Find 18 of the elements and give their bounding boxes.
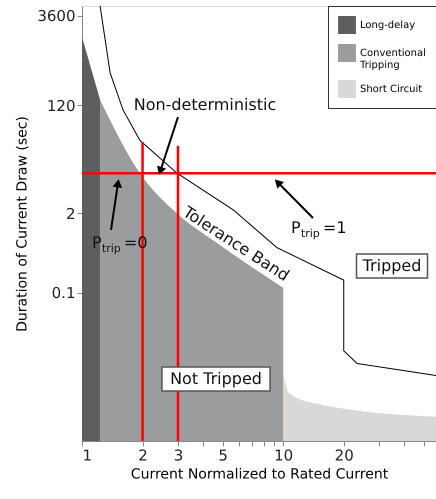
legend-label: Short Circuit	[360, 84, 422, 95]
y-tick-label: 2	[66, 204, 76, 223]
annotation: Tripped	[362, 256, 422, 275]
annotation: Non-deterministic	[134, 95, 276, 114]
annotation: Not Tripped	[170, 369, 262, 388]
legend-label: Conventional Tripping	[359, 48, 426, 71]
y-tick-label: 0.1	[52, 284, 76, 302]
x-tick-label: 10	[274, 446, 294, 464]
x-tick-label: 20	[334, 446, 354, 464]
x-axis-title: Current Normalized to Rated Current	[130, 466, 389, 482]
y-axis-title: Duration of Current Draw (sec)	[14, 116, 30, 332]
x-tick-label: 3	[174, 446, 184, 464]
x-tick-label: 1	[82, 446, 92, 464]
x-tick-label: 2	[138, 446, 148, 464]
y-tick-label: 3600	[37, 7, 76, 26]
x-tick-label: 5	[218, 446, 228, 464]
y-tick-label: 120	[46, 96, 76, 115]
legend-label: Long-delay	[360, 20, 416, 31]
